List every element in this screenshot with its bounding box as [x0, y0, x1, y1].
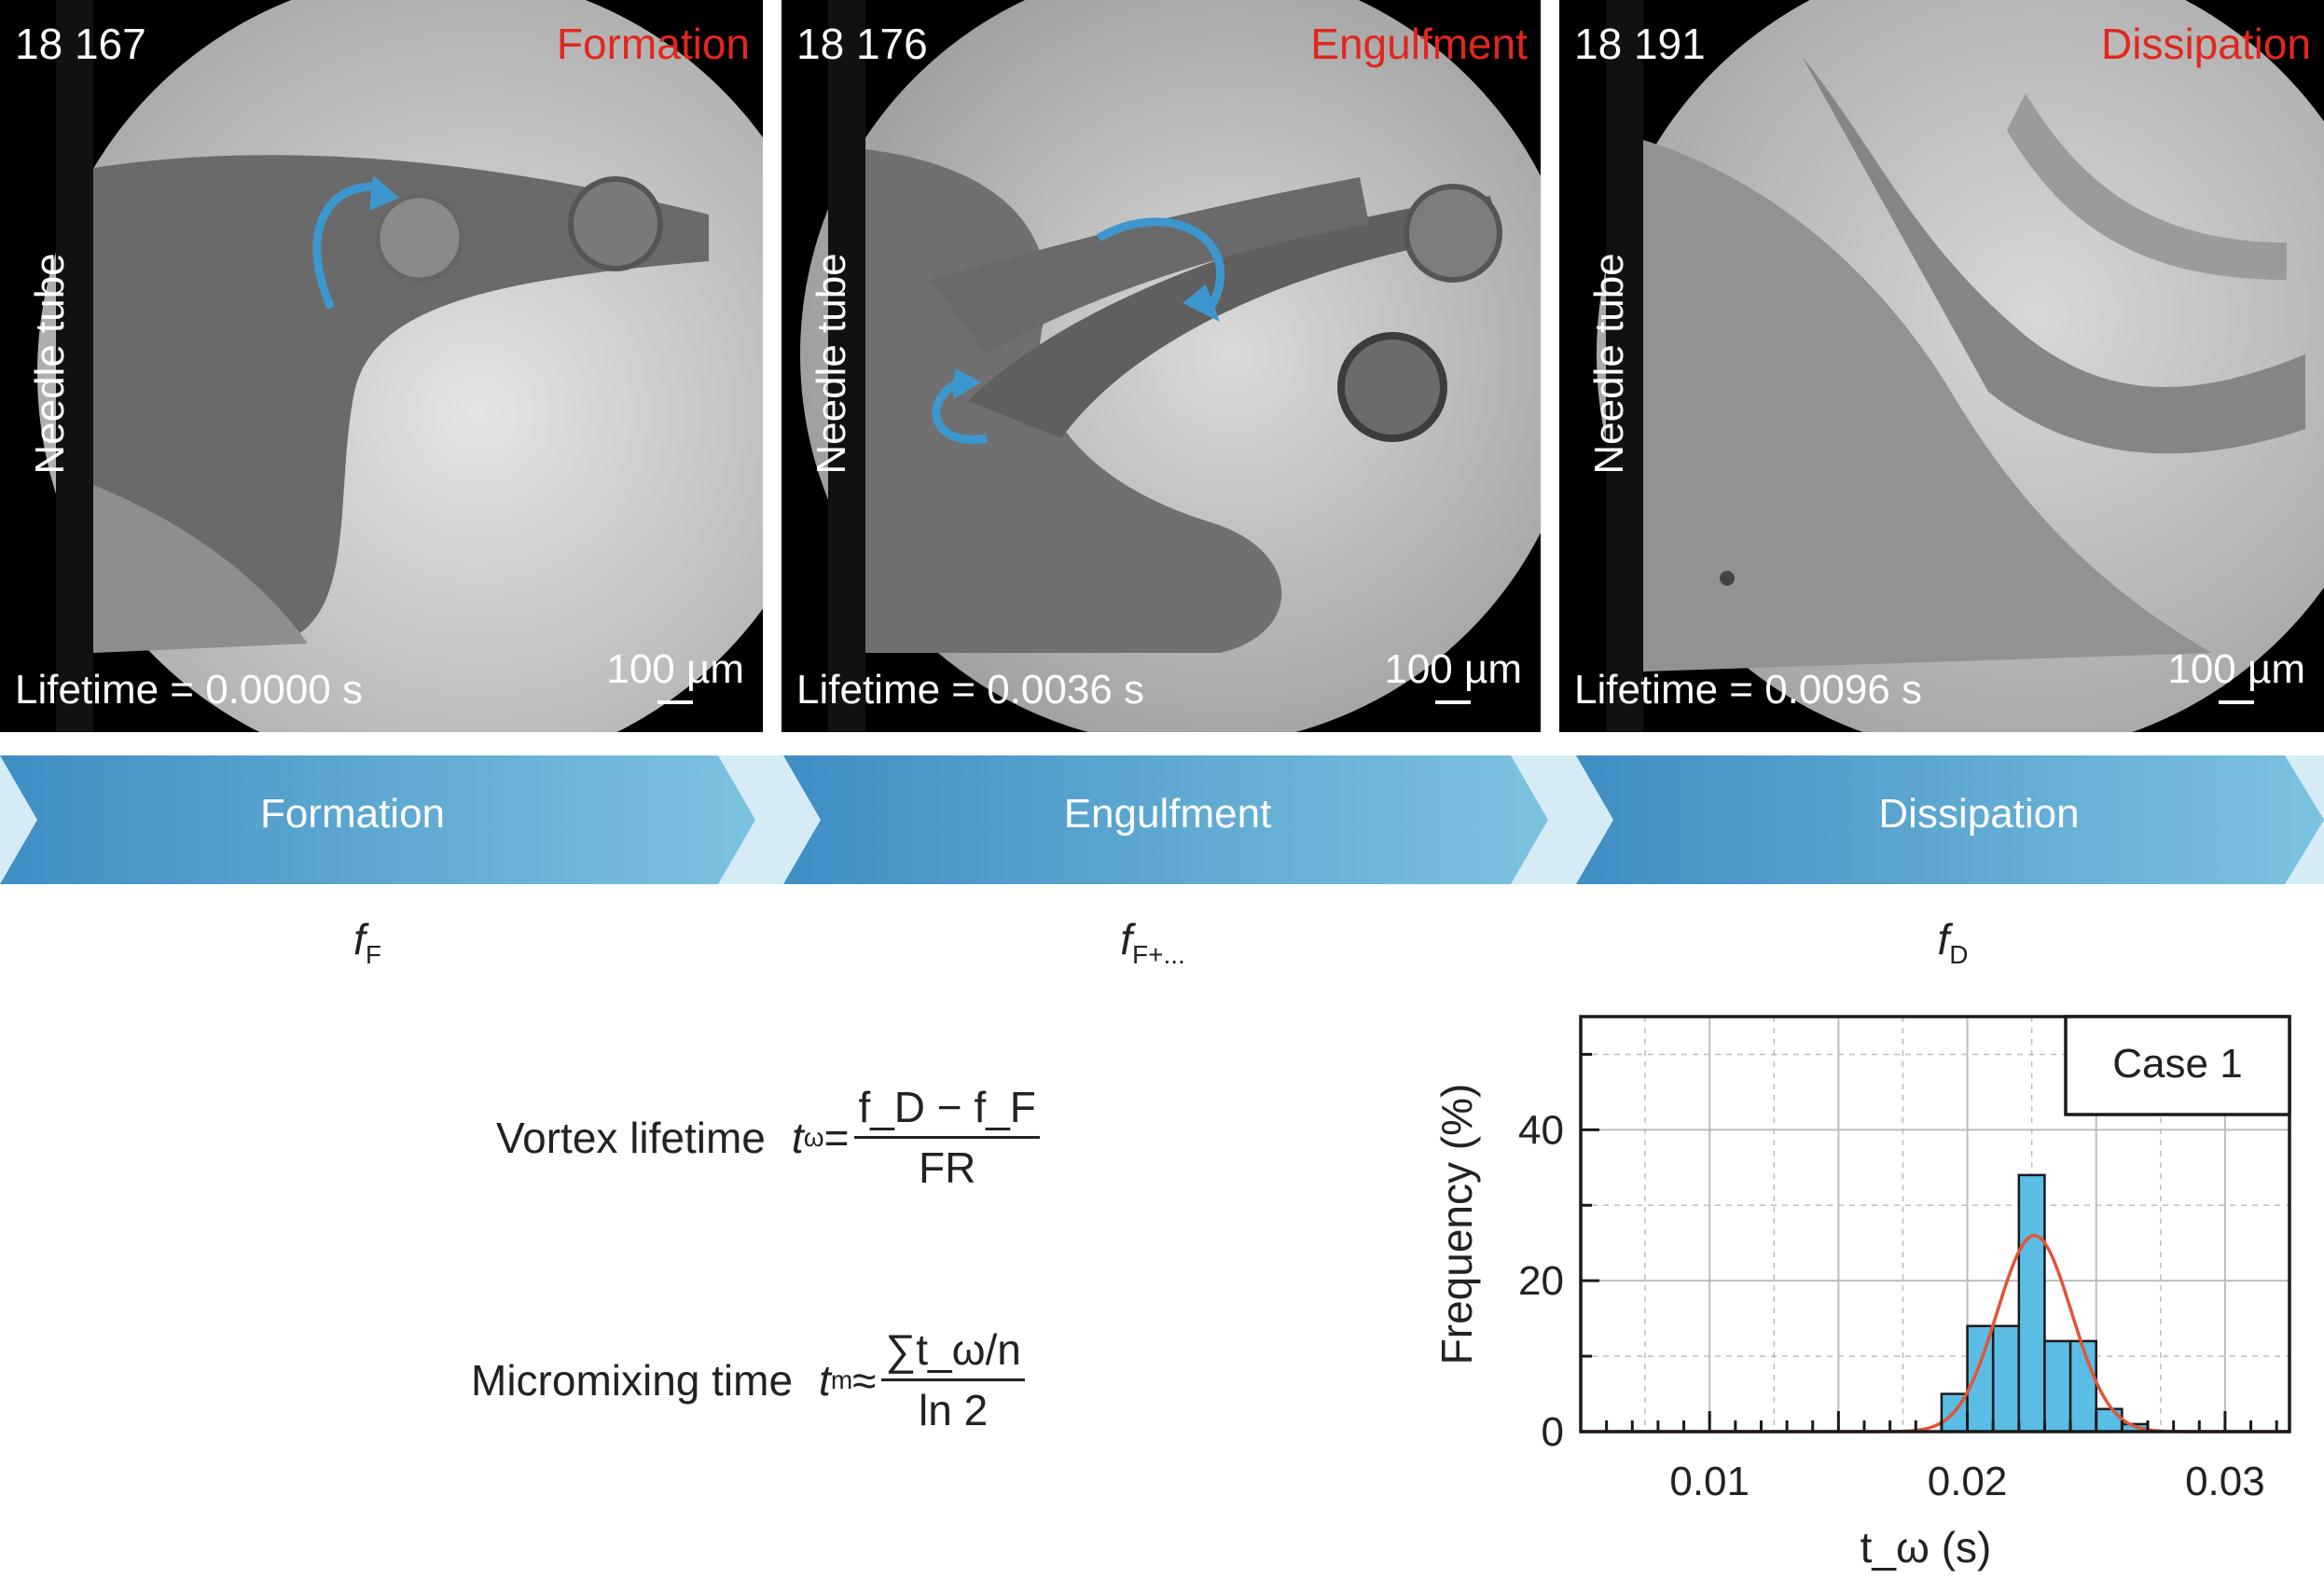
stage-arrow-dissipation [1576, 755, 2324, 884]
micrograph-image [37, 0, 763, 732]
phase-tag: Dissipation [2101, 20, 2311, 68]
lifetime-label: Lifetime = 0.0096 s [1574, 667, 1923, 713]
numerator: ∑t_ω/n [881, 1324, 1025, 1381]
x-tick-label: 0.01 [1669, 1459, 1750, 1504]
frame-number: 18 191 [1574, 20, 1706, 68]
swirl-arrow-icon [932, 378, 988, 444]
histogram-bar [2043, 1339, 2072, 1434]
scale-label: 100 µm [1384, 646, 1522, 692]
scale-label: 100 µm [606, 646, 744, 692]
legend-box [2064, 1015, 2291, 1116]
phase-tag: Engulfment [1310, 20, 1528, 68]
lifetime-label: Lifetime = 0.0036 s [796, 667, 1145, 713]
histogram-bar [2017, 1173, 2046, 1434]
frame-symbol-dissipation: fD [1937, 915, 1969, 970]
scale-bar-line [1435, 700, 1472, 704]
frame-symbol-formation: fF [353, 915, 381, 970]
y-tick-label: 0 [1542, 1409, 1564, 1455]
scale-bar-line [2219, 700, 2255, 704]
fraction: ∑t_ω/n ln 2 [881, 1324, 1025, 1435]
stage-arrow-formation [0, 755, 755, 884]
denominator: FR [919, 1143, 976, 1192]
histogram-bar [1991, 1324, 2021, 1434]
histogram-bar [2068, 1339, 2097, 1434]
stage-label-engulfment: Engulfment [1063, 791, 1272, 837]
swirl-arrow-icon [1096, 217, 1225, 311]
y-axis-label: Frequency (%) [1432, 1084, 1481, 1365]
fraction: f_D − f_F FR [854, 1082, 1040, 1193]
equation-label: Vortex lifetime [496, 1113, 766, 1162]
micrograph-panel-engulfment: 18 176 Engulfment Needle tube Lifetime =… [782, 0, 1541, 732]
x-tick-label: 0.03 [2185, 1459, 2265, 1504]
stage-arrow-engulfment [783, 755, 1548, 884]
scale-label: 100 µm [2167, 646, 2305, 692]
histogram-bar [1966, 1324, 1995, 1434]
scale-bar: 100 µm [606, 646, 744, 704]
histogram-bar [2095, 1407, 2123, 1434]
micrograph-panel-dissipation: 18 191 Dissipation Needle tube Lifetime … [1559, 0, 2324, 732]
x-axis-label: t_ω (s) [1861, 1523, 1992, 1572]
micrograph-panel-formation: 18 167 Formation Needle tube Lifetime = … [0, 0, 763, 732]
frame-symbol-engulfment: fF+... [1120, 915, 1185, 970]
phase-tag: Formation [556, 20, 750, 68]
frame-number: 18 167 [15, 20, 146, 68]
stage-label-dissipation: Dissipation [1878, 791, 2080, 837]
scale-bar-line [657, 700, 694, 704]
frame-number: 18 176 [796, 20, 928, 68]
legend-label: Case 1 [2112, 1041, 2242, 1087]
stage-label-formation: Formation [259, 791, 446, 837]
needle-tube-label: Needle tube [27, 253, 73, 475]
denominator: ln 2 [919, 1386, 989, 1434]
micrograph-image [800, 0, 1541, 732]
y-tick-label: 40 [1518, 1107, 1564, 1153]
plot-frame [1579, 1015, 2291, 1434]
y-tick-label: 20 [1518, 1258, 1564, 1304]
equation-label: Micromixing time [471, 1355, 794, 1405]
lifetime-label: Lifetime = 0.0000 s [15, 667, 364, 713]
scale-bar: 100 µm [1384, 646, 1522, 704]
lifetime-histogram: 0.01 0.02 0.03 0 20 40 Frequency (%) t_ω (s) Cas… [1432, 1015, 2291, 1572]
needle-tube-label: Needle tube [1586, 253, 1632, 475]
stage-arrow-strip [0, 755, 2324, 884]
x-tick-label: 0.02 [1928, 1459, 2008, 1504]
scale-bar: 100 µm [2167, 646, 2305, 704]
needle-tube-label: Needle tube [809, 253, 854, 475]
numerator: f_D − f_F [854, 1082, 1040, 1139]
swirl-arrow-icon [312, 182, 374, 310]
micrograph-image [1597, 0, 2324, 732]
gaussian-fit-line [1581, 1233, 2289, 1434]
